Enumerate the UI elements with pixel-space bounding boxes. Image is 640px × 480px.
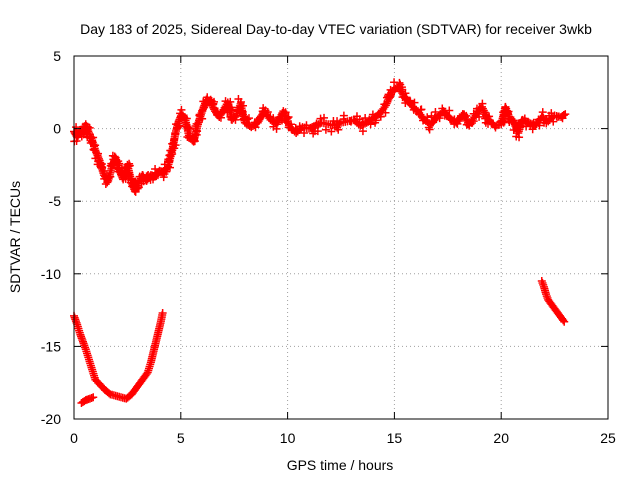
trace-marker	[559, 316, 568, 325]
trace-marker	[371, 118, 380, 127]
y-tick-label: -15	[41, 338, 61, 354]
y-tick-label: -5	[49, 193, 62, 209]
trace-marker	[485, 112, 494, 121]
trace-marker	[185, 124, 194, 133]
trace-marker	[263, 108, 272, 117]
trace-marker	[410, 98, 419, 107]
trace-marker	[425, 125, 434, 134]
axis-ticks: 0 5 10 15 20 25 5 0 -5 -10 -15 -20	[41, 48, 616, 446]
trace-marker	[366, 120, 375, 129]
data-point	[561, 110, 570, 119]
x-tick-label: 10	[280, 430, 296, 446]
trace-marker	[216, 113, 225, 122]
trace-marker	[395, 78, 404, 87]
trace-marker	[327, 127, 336, 136]
trace-marker	[358, 127, 367, 136]
trace-marker	[209, 100, 218, 109]
trace-marker	[91, 141, 100, 150]
x-tick-label: 25	[600, 430, 616, 446]
trace-marker	[226, 97, 235, 106]
trace-marker	[501, 103, 510, 112]
trace-marker	[168, 149, 177, 158]
y-axis-label: SDTVAR / TECUs	[7, 181, 23, 293]
x-tick-label: 0	[70, 430, 78, 446]
trace-marker	[162, 167, 171, 176]
data-point	[89, 393, 98, 402]
trace-marker	[243, 115, 252, 124]
trace-marker	[171, 141, 180, 150]
chart-title: Day 183 of 2025, Sidereal Day-to-day VTE…	[80, 21, 592, 37]
trace-marker	[125, 161, 134, 170]
trace-marker	[417, 105, 426, 114]
trace-marker	[535, 121, 544, 130]
trace-marker	[231, 115, 240, 124]
trace-marker	[339, 111, 348, 120]
trace-marker	[405, 96, 414, 105]
trace-marker	[239, 101, 248, 110]
trace-marker	[386, 91, 395, 100]
trace-marker	[89, 133, 98, 142]
trace-marker	[190, 137, 199, 146]
trace-marker	[171, 130, 180, 139]
plot-frame	[73, 55, 609, 420]
data-point	[560, 317, 569, 326]
data-point	[174, 117, 183, 126]
trace-marker	[559, 111, 568, 120]
trace-marker	[142, 369, 151, 378]
trace-marker	[478, 99, 487, 108]
x-tick-label: 15	[387, 430, 403, 446]
trace-marker	[284, 113, 293, 122]
trace-marker	[193, 120, 202, 129]
y-tick-label: -20	[41, 411, 61, 427]
trace-marker	[85, 123, 94, 132]
y-tick-label: 5	[53, 48, 61, 64]
data-point	[381, 101, 390, 110]
y-tick-label: 0	[53, 121, 61, 137]
trace-marker	[334, 125, 343, 134]
trace-marker	[251, 123, 260, 132]
trace-marker	[549, 117, 558, 126]
trace-marker	[193, 127, 202, 136]
trace-marker	[515, 133, 524, 142]
trace-marker	[320, 113, 329, 122]
data-point	[158, 309, 167, 318]
trace-marker	[538, 108, 547, 117]
x-tick-label: 20	[493, 430, 509, 446]
data-marks	[70, 78, 570, 408]
y-tick-label: -10	[41, 266, 61, 282]
trace-marker	[300, 128, 309, 137]
trace-marker	[94, 149, 103, 158]
trace-marker	[445, 106, 454, 115]
x-tick-label: 5	[177, 430, 185, 446]
trace-marker	[321, 125, 330, 134]
trace-marker	[316, 114, 325, 123]
trace-marker	[313, 127, 322, 136]
trace-marker	[467, 118, 476, 127]
x-axis-label: GPS time / hours	[287, 457, 394, 473]
trace-marker	[397, 83, 406, 92]
trace-marker	[381, 108, 390, 117]
trace-marker	[376, 112, 385, 121]
trace-marker	[475, 112, 484, 121]
trace-marker	[435, 114, 444, 123]
trace-marker	[72, 123, 81, 132]
